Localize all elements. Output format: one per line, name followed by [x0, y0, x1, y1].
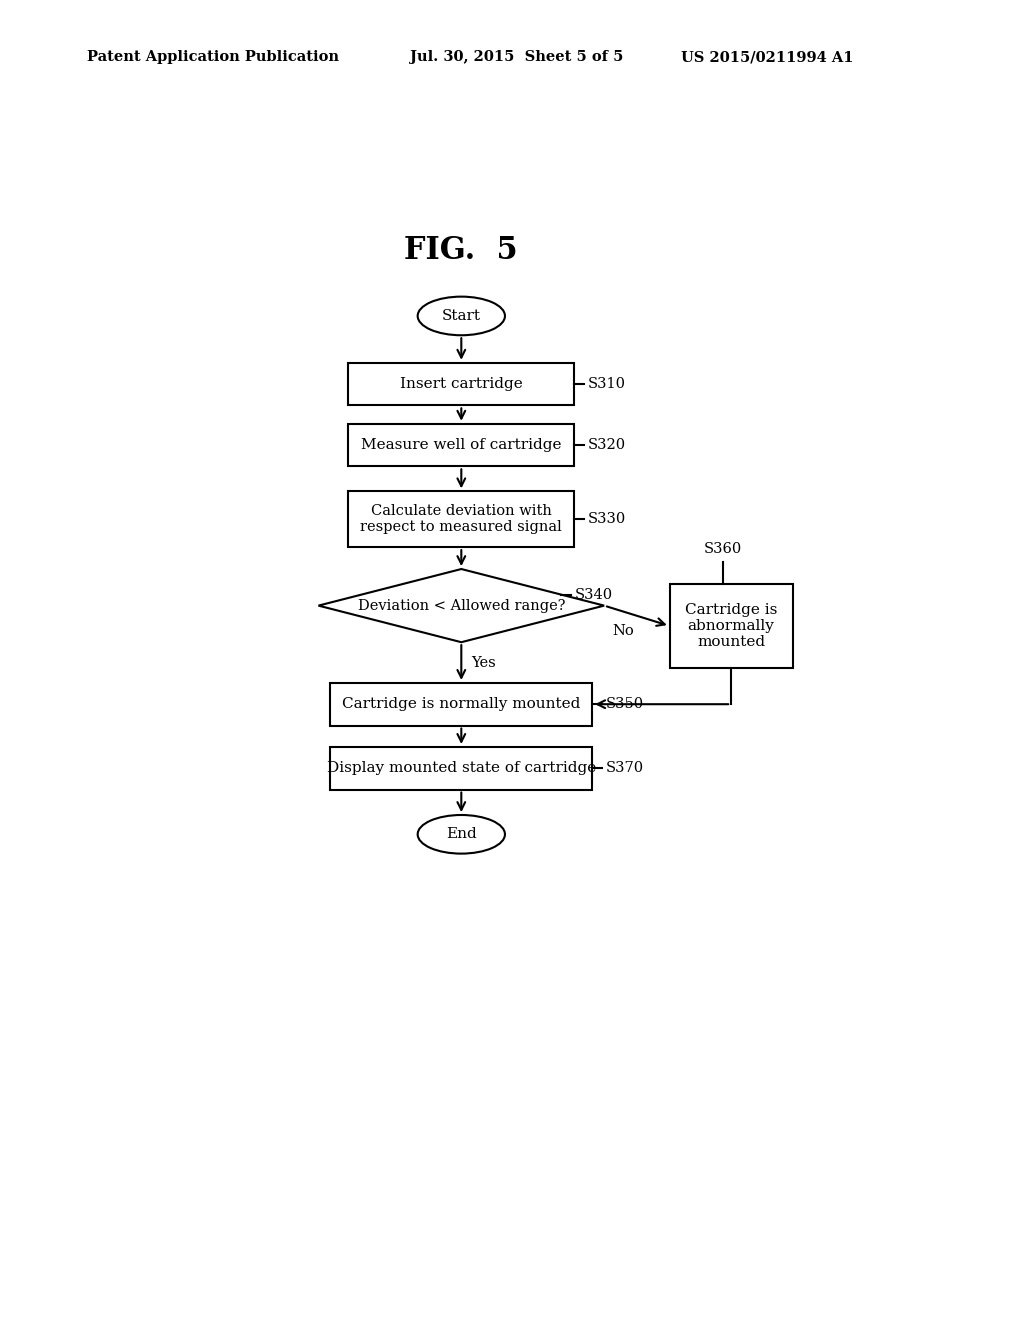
FancyBboxPatch shape	[331, 682, 592, 726]
Ellipse shape	[418, 297, 505, 335]
Text: Start: Start	[441, 309, 481, 323]
Text: S370: S370	[606, 762, 644, 775]
Text: US 2015/0211994 A1: US 2015/0211994 A1	[681, 50, 853, 65]
Text: Jul. 30, 2015  Sheet 5 of 5: Jul. 30, 2015 Sheet 5 of 5	[410, 50, 623, 65]
FancyBboxPatch shape	[670, 585, 793, 668]
FancyBboxPatch shape	[348, 424, 574, 466]
Text: No: No	[612, 624, 634, 638]
FancyBboxPatch shape	[331, 747, 592, 789]
Text: FIG.  5: FIG. 5	[404, 235, 518, 265]
Text: S350: S350	[606, 697, 644, 711]
Text: Deviation < Allowed range?: Deviation < Allowed range?	[357, 598, 565, 612]
Ellipse shape	[418, 814, 505, 854]
FancyBboxPatch shape	[348, 363, 574, 405]
Text: S320: S320	[588, 438, 626, 451]
Text: Cartridge is
abnormally
mounted: Cartridge is abnormally mounted	[685, 603, 777, 649]
Text: Patent Application Publication: Patent Application Publication	[87, 50, 339, 65]
Text: Display mounted state of cartridge: Display mounted state of cartridge	[327, 762, 596, 775]
Text: Measure well of cartridge: Measure well of cartridge	[361, 438, 561, 451]
Text: Cartridge is normally mounted: Cartridge is normally mounted	[342, 697, 581, 711]
Text: End: End	[445, 828, 477, 841]
Text: Yes: Yes	[471, 656, 496, 669]
Text: Calculate deviation with
respect to measured signal: Calculate deviation with respect to meas…	[360, 504, 562, 535]
Polygon shape	[318, 569, 604, 643]
Text: S340: S340	[574, 587, 613, 602]
FancyBboxPatch shape	[348, 491, 574, 548]
Text: S310: S310	[588, 378, 626, 391]
Text: S330: S330	[588, 512, 626, 527]
Text: Insert cartridge: Insert cartridge	[400, 378, 522, 391]
Text: S360: S360	[705, 541, 742, 556]
